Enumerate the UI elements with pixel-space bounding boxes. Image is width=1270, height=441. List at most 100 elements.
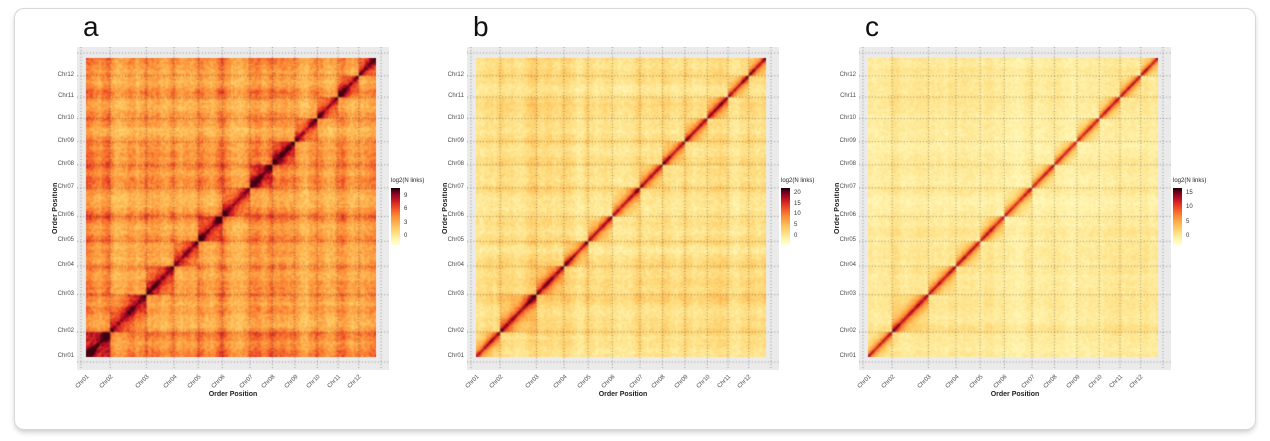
y-tick-label: Chr11 [58,93,74,100]
y-tick-label: Chr07 [839,183,856,190]
y-axis-tick-labels: Chr01 Chr02 Chr03 Chr04 Chr05 Chr06 Chr07 Chr08… [823,47,857,370]
legend-tick-label: 5 [1186,218,1190,225]
x-tick-label: Chr06 [992,374,1009,390]
x-tick-label: Chr06 [600,374,617,390]
legend-tick-label: 0 [1186,232,1190,239]
y-tick-label: Chr10 [839,114,856,121]
colorbar-gradient [1173,188,1182,245]
y-tick-label: Chr09 [57,137,74,144]
hic-heatmap-canvas-a [77,47,389,370]
x-tick-label: Chr03 [134,374,151,390]
y-tick-label: Chr12 [839,71,856,78]
legend-tick-label: 6 [404,206,408,213]
panel-label-c: c [865,11,879,42]
y-tick-label: Chr05 [839,237,856,244]
y-axis-title: Order Position [834,182,841,235]
figure-card: a Chr01 Chr02 Chr03 Chr04 Chr05 Chr06 Chr07 Chr… [14,8,1256,430]
y-tick-label: Chr07 [57,183,74,190]
x-tick-label: Chr05 [968,374,985,390]
colorbar-legend: log2(N links) 20 15 10 5 0 [781,178,845,250]
x-tick-label: Chr11 [326,374,343,390]
x-tick-label: Chr11 [1108,374,1125,390]
x-tick-label: Chr04 [944,374,961,390]
colorbar-gradient [781,188,790,245]
x-tick-label: Chr10 [1087,374,1104,390]
y-tick-label: Chr09 [447,137,464,144]
legend-tick-label: 15 [794,200,801,207]
x-axis-tick-labels: Chr01 Chr02 Chr03 Chr04 Chr05 Chr06 Chr07 Chr08… [41,370,461,404]
legend-tick-label: 20 [794,189,801,196]
x-tick-label: Chr12 [737,374,753,390]
y-tick-label: Chr08 [57,160,74,167]
x-tick-label: Chr07 [1020,374,1037,390]
hic-heatmap-canvas-c [859,47,1171,370]
x-axis-tick-labels: Chr01 Chr02 Chr03 Chr04 Chr05 Chr06 Chr07 Chr08… [823,370,1243,404]
x-tick-label: Chr03 [916,374,933,390]
x-tick-label: Chr09 [673,374,690,390]
y-axis-title: Order Position [52,182,59,235]
x-tick-label: Chr11 [716,374,733,390]
x-tick-label: Chr01 [74,374,91,390]
panel-label-b: b [473,11,489,42]
heatmap-plot-b [467,47,779,370]
y-tick-label: Chr12 [447,71,464,78]
x-tick-label: Chr03 [524,374,541,390]
y-tick-label: Chr06 [839,212,856,219]
y-tick-label: Chr05 [447,237,464,244]
legend-title: log2(N links) [1173,178,1207,184]
y-tick-label: Chr01 [839,353,856,359]
y-tick-label: Chr04 [57,262,74,269]
x-tick-label: Chr07 [238,374,255,390]
y-tick-label: Chr11 [840,93,856,100]
y-tick-label: Chr04 [839,262,856,269]
panel-label-a: a [83,11,99,42]
legend-tick-label: 10 [1186,204,1193,211]
x-tick-label: Chr02 [880,374,897,390]
y-tick-label: Chr08 [447,160,464,167]
y-tick-label: Chr07 [447,183,464,190]
x-tick-label: Chr12 [347,374,363,390]
legend-title: log2(N links) [781,178,815,184]
legend-body: 15 10 5 0 [1173,188,1237,250]
colorbar-legend: log2(N links) 9 6 3 0 [391,178,455,250]
legend-tick-label: 9 [404,193,408,200]
y-tick-label: Chr02 [57,328,74,335]
x-tick-label: Chr06 [210,374,227,390]
colorbar-legend: log2(N links) 15 10 5 0 [1173,178,1237,250]
y-tick-label: Chr01 [57,353,74,359]
x-tick-label: Chr12 [1129,374,1145,390]
legend-body: 20 15 10 5 0 [781,188,845,250]
x-tick-label: Chr10 [305,374,322,390]
x-tick-label: Chr08 [1042,374,1059,390]
legend-body: 9 6 3 0 [391,188,455,250]
legend-tick-label: 0 [794,232,798,239]
panel-b: b Chr01 Chr02 Chr03 Chr04 Chr05 Chr06 Chr07 Chr… [431,9,851,427]
y-tick-label: Chr04 [447,262,464,269]
x-tick-label: Chr04 [552,374,569,390]
y-tick-label: Chr02 [839,328,856,335]
y-tick-label: Chr06 [57,212,74,219]
y-axis-tick-labels: Chr01 Chr02 Chr03 Chr04 Chr05 Chr06 Chr07 Chr08… [41,47,75,370]
x-tick-label: Chr09 [1065,374,1082,390]
x-tick-label: Chr07 [628,374,645,390]
y-tick-label: Chr08 [839,160,856,167]
x-tick-label: Chr02 [98,374,115,390]
y-tick-label: Chr09 [839,137,856,144]
x-tick-label: Chr04 [162,374,179,390]
y-tick-label: Chr03 [57,290,74,297]
x-axis-title: Order Position [208,391,258,398]
x-tick-label: Chr01 [856,374,873,390]
y-tick-label: Chr12 [57,71,74,78]
y-tick-label: Chr11 [448,93,464,100]
legend-tick-label: 15 [1186,190,1193,197]
y-tick-label: Chr05 [57,237,74,244]
panel-c: c Chr01 Chr02 Chr03 Chr04 Chr05 Chr06 Chr07 Chr… [823,9,1243,427]
x-tick-label: Chr05 [576,374,593,390]
x-tick-label: Chr10 [695,374,712,390]
y-tick-label: Chr10 [57,114,74,121]
heatmap-plot-a [77,47,389,370]
y-tick-label: Chr10 [447,114,464,121]
legend-tick-label: 3 [404,219,408,226]
x-tick-label: Chr01 [464,374,481,390]
